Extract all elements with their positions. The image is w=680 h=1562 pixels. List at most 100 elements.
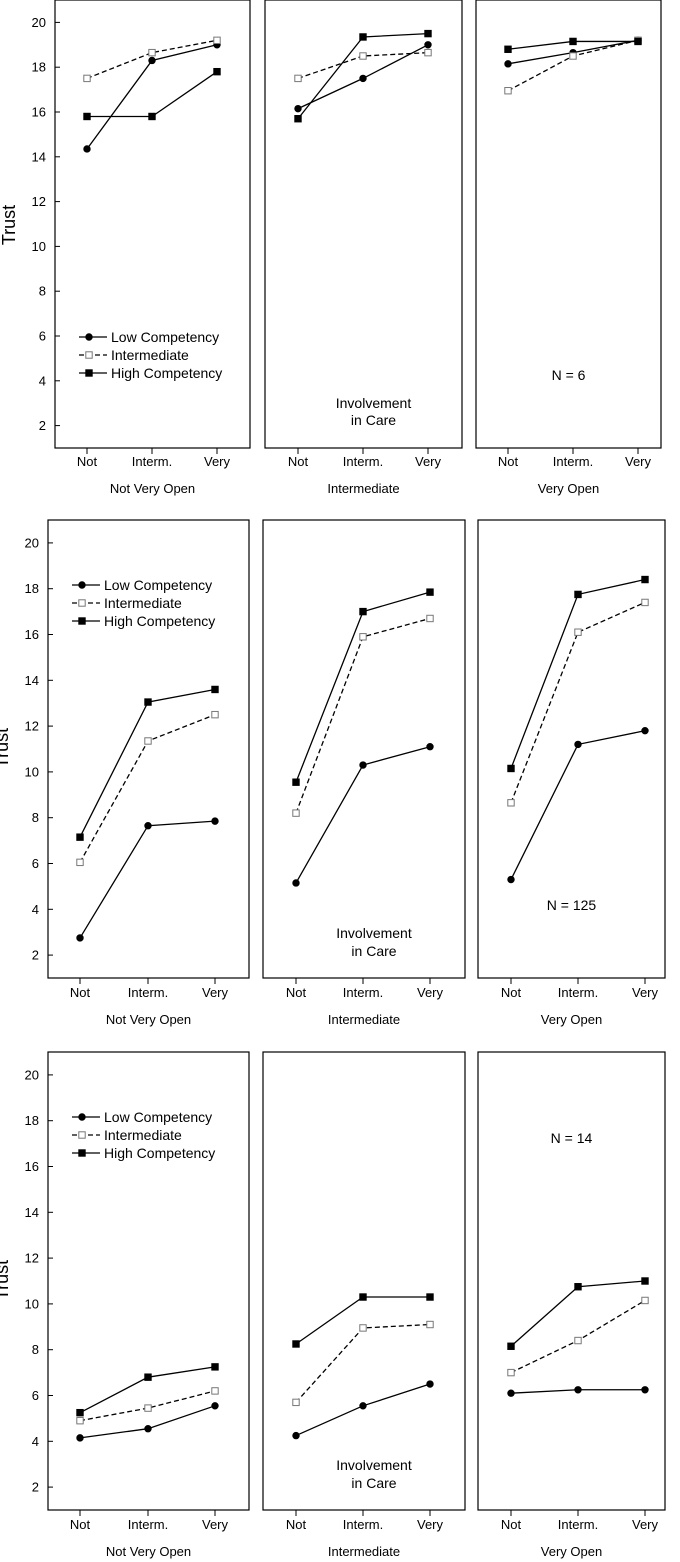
y-tick-label: 14	[32, 149, 46, 164]
series-line-high-competency	[79, 688, 216, 838]
y-tick-label: 20	[32, 15, 46, 30]
point-low-competency	[294, 104, 302, 113]
point-intermediate	[424, 48, 432, 57]
point-high-competency	[211, 685, 219, 694]
y-tick-label: 18	[25, 1113, 39, 1128]
point-intermediate	[292, 1398, 300, 1407]
y-tick-label: 6	[39, 329, 46, 344]
group-label: Intermediate	[328, 1012, 400, 1027]
legend-marker	[85, 351, 93, 359]
point-low-competency	[424, 41, 432, 49]
legend-label: Intermediate	[111, 347, 189, 363]
point-high-competency	[359, 1293, 367, 1301]
panel-frame	[477, 519, 666, 979]
point-intermediate	[504, 87, 512, 95]
point-intermediate	[359, 1324, 367, 1332]
point-low-competency	[641, 1386, 649, 1394]
sample-size-note: N = 125	[547, 897, 597, 913]
point-high-competency	[76, 1408, 84, 1417]
sample-size-note: N = 6	[552, 367, 586, 383]
series-line-intermediate	[79, 714, 216, 863]
point-low-competency	[144, 1425, 152, 1433]
y-tick-label: 2	[32, 1480, 39, 1495]
point-low-competency	[574, 1386, 582, 1394]
point-intermediate	[569, 52, 577, 60]
series-line-intermediate	[79, 1390, 216, 1422]
point-low-competency	[359, 761, 367, 769]
series-line-high-competency	[87, 71, 218, 118]
y-tick-label: 18	[32, 60, 46, 75]
legend-marker	[85, 369, 93, 377]
y-tick-label: 2	[39, 418, 46, 433]
x-tick-label: Not	[70, 985, 91, 1000]
point-intermediate	[76, 858, 84, 867]
involvement-annotation: Involvement	[336, 925, 412, 941]
x-tick-label: Very	[204, 454, 231, 469]
point-intermediate	[359, 52, 367, 60]
involvement-annotation: in Care	[351, 1475, 396, 1491]
series-line-intermediate	[86, 39, 218, 80]
point-low-competency	[148, 56, 156, 65]
series-line-high-competency	[295, 591, 431, 783]
point-high-competency	[76, 833, 84, 841]
point-low-competency	[76, 934, 84, 942]
point-high-competency	[294, 115, 302, 123]
group-label: Very Open	[538, 481, 599, 496]
group-label: Intermediate	[327, 481, 399, 496]
series-line-intermediate	[507, 39, 639, 92]
legend-label: High Competency	[104, 613, 215, 629]
y-tick-label: 20	[25, 535, 39, 550]
y-tick-label: 4	[32, 902, 39, 917]
y-tick-label: 4	[32, 1434, 39, 1449]
point-low-competency	[426, 1380, 434, 1388]
group-label: Intermediate	[328, 1544, 400, 1559]
point-high-competency	[144, 1373, 152, 1381]
point-high-competency	[292, 778, 300, 786]
x-tick-label: Very	[202, 1517, 229, 1532]
point-high-competency	[507, 1342, 515, 1350]
point-intermediate	[213, 36, 221, 45]
point-intermediate	[574, 628, 582, 636]
panel-frame	[262, 519, 466, 979]
point-low-competency	[641, 726, 649, 735]
point-low-competency	[359, 74, 367, 83]
legend-marker	[78, 1113, 86, 1121]
x-tick-label: Not	[77, 454, 98, 469]
point-high-competency	[83, 112, 91, 121]
point-intermediate	[574, 1336, 582, 1345]
x-tick-label: Not	[501, 985, 522, 1000]
point-high-competency	[426, 588, 434, 596]
panel-frame	[264, 0, 463, 449]
point-high-competency	[148, 112, 156, 121]
involvement-annotation: Involvement	[336, 1457, 412, 1473]
x-tick-label: Very	[632, 1517, 659, 1532]
legend-marker	[78, 617, 86, 625]
x-tick-label: Very	[417, 1517, 444, 1532]
x-tick-label: Not	[70, 1517, 91, 1532]
x-tick-label: Very	[202, 985, 229, 1000]
group-label: Very Open	[541, 1012, 602, 1027]
point-low-competency	[292, 879, 300, 887]
point-high-competency	[292, 1340, 300, 1348]
point-high-competency	[359, 33, 367, 41]
point-intermediate	[507, 799, 515, 807]
series-line-intermediate	[295, 617, 431, 814]
involvement-annotation: in Care	[351, 412, 396, 428]
x-tick-label: Interm.	[128, 1517, 168, 1532]
series-line-high-competency	[510, 578, 646, 769]
y-tick-label: 12	[25, 719, 39, 734]
series-line-low-competency	[295, 1383, 431, 1437]
point-high-competency	[574, 590, 582, 599]
series-line-intermediate	[510, 601, 646, 804]
x-tick-label: Interm.	[132, 454, 172, 469]
point-high-competency	[569, 37, 577, 46]
y-tick-label: 8	[32, 1342, 39, 1357]
legend-label: Intermediate	[104, 1127, 182, 1143]
point-intermediate	[76, 1416, 84, 1425]
panel-frame	[475, 0, 662, 449]
point-intermediate	[359, 633, 367, 641]
point-low-competency	[507, 1389, 515, 1397]
point-low-competency	[507, 875, 515, 884]
y-tick-label: 4	[39, 373, 46, 388]
point-high-competency	[641, 1277, 649, 1285]
